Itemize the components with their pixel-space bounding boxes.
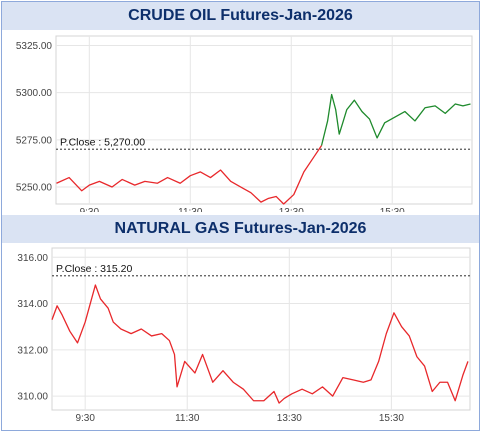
gas-x-tick-label: 13:30 <box>277 413 302 424</box>
crude-y-tick-label: 5275.00 <box>16 135 53 146</box>
crude-x-tick-label: 9:30 <box>80 207 100 212</box>
gas-x-tick-label: 9:30 <box>75 413 95 424</box>
gas-x-tick-label: 15:30 <box>379 413 404 424</box>
crude-pclose-label: P.Close : 5,270.00 <box>60 136 145 148</box>
gas-price-line <box>51 284 469 404</box>
natural-gas-chart: 310.00 312.00 314.00 316.00 9:30 11:30 13:30 15… <box>17 247 471 424</box>
crude-plot-area <box>55 35 473 205</box>
crude-y-tick-label: 5325.00 <box>16 41 53 52</box>
crude-price-line-below <box>56 145 323 205</box>
gas-x-tick-label: 11:30 <box>175 413 200 424</box>
crude-y-tick-label: 5300.00 <box>16 88 53 99</box>
gas-y-tick-label: 316.00 <box>17 253 48 264</box>
natural-gas-title: NATURAL GAS Futures-Jan-2026 <box>2 215 479 243</box>
crude-oil-title: CRUDE OIL Futures-Jan-2026 <box>2 2 479 30</box>
gas-y-tick-label: 314.00 <box>17 299 48 310</box>
gas-y-tick-label: 310.00 <box>17 392 48 403</box>
gas-y-tick-label: 312.00 <box>17 345 48 356</box>
crude-x-tick-label: 11:30 <box>178 207 203 212</box>
crude-x-tick-label: 15:30 <box>380 207 405 212</box>
crude-y-tick-label: 5250.00 <box>16 183 53 194</box>
gas-pclose-label: P.Close : 315.20 <box>56 263 132 275</box>
crude-price-line-above <box>320 93 471 146</box>
crude-oil-chart: 5250.00 5275.00 5300.00 5325.00 9:30 11:30 13:… <box>16 35 473 212</box>
crude-x-tick-label: 13:30 <box>279 207 304 212</box>
